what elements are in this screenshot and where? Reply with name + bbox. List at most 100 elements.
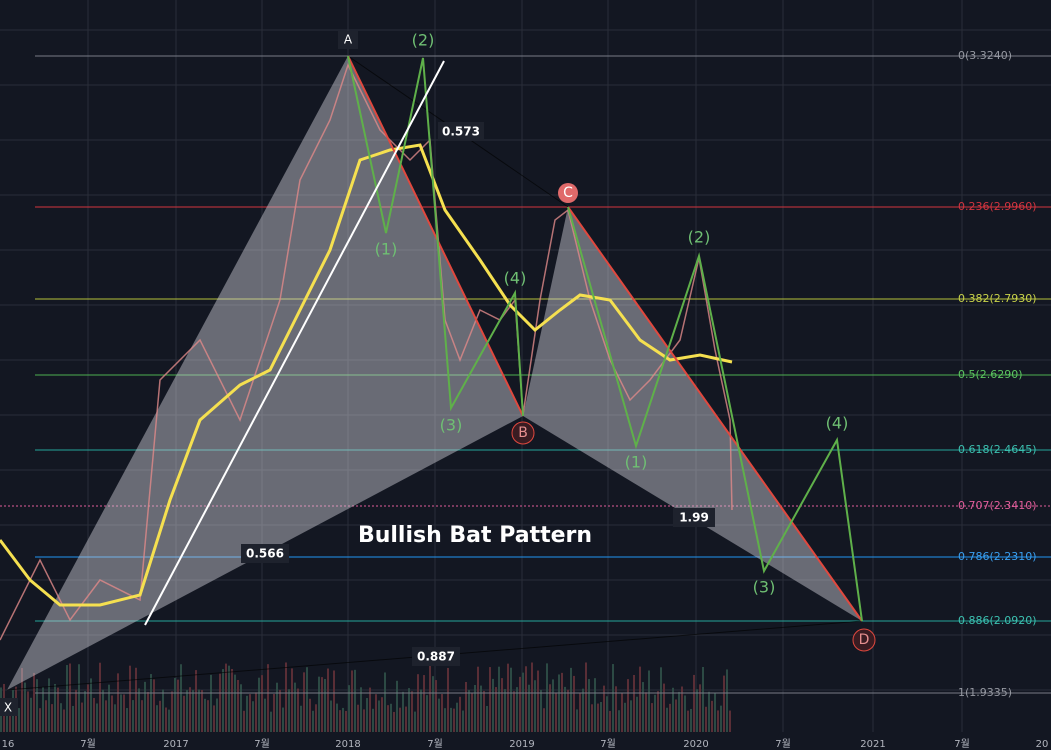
volume-bar — [417, 674, 419, 732]
volume-bar — [339, 710, 341, 732]
volume-bar — [630, 700, 632, 732]
volume-bar — [225, 663, 227, 732]
volume-bar — [159, 700, 161, 732]
volume-bar — [561, 672, 563, 732]
volume-bar — [534, 680, 536, 732]
volume-bar — [213, 705, 215, 732]
trend-line — [144, 60, 445, 626]
volume-bar — [420, 689, 422, 732]
volume-bar — [267, 664, 269, 732]
point-circle — [558, 183, 578, 203]
volume-bar — [579, 693, 581, 732]
volume-bar — [549, 684, 551, 732]
volume-bar — [87, 684, 89, 732]
volume-bar — [540, 689, 542, 732]
x-label: 2019 — [509, 739, 534, 750]
volume-bar — [75, 689, 77, 732]
ab-leg — [347, 55, 524, 417]
fib-label: 0.786(2.2310) — [958, 550, 1037, 563]
point-box — [0, 698, 18, 716]
ratio-label: 1.99 — [679, 511, 709, 525]
volume-bar — [705, 706, 707, 732]
x-label: 20 — [1036, 739, 1049, 750]
volume-bar — [78, 664, 80, 732]
x-label: 7월 — [775, 738, 791, 750]
grid — [0, 0, 1051, 732]
pattern-title: Bullish Bat Pattern — [358, 523, 592, 548]
volume-bar — [525, 666, 527, 732]
volume-bar — [519, 676, 521, 732]
volume-bar — [249, 694, 251, 732]
volume-bar — [591, 704, 593, 732]
volume-bar — [468, 690, 470, 732]
volume-bar — [210, 674, 212, 732]
volume-bar — [492, 678, 494, 732]
volume-bar — [336, 703, 338, 732]
x-axis: 16 7월 2017 7월 2018 7월 2019 7월 2020 7월 20… — [2, 738, 1049, 750]
volume-bar — [84, 691, 86, 732]
cd-leg — [567, 206, 863, 622]
volume-bar — [528, 684, 530, 732]
volume-bar — [726, 669, 728, 732]
volume-bar — [690, 708, 692, 732]
volume-bar — [369, 687, 371, 732]
wave-label: (2) — [412, 31, 435, 50]
volume-bar — [642, 682, 644, 732]
volume-bar — [81, 702, 83, 732]
volume-bar — [216, 698, 218, 732]
volume-bar — [309, 698, 311, 732]
volume-bar — [51, 704, 53, 732]
volume-bar — [165, 707, 167, 732]
volume-bar — [414, 711, 416, 732]
volume-bar — [717, 710, 719, 732]
point-circle — [852, 628, 876, 652]
volume-bar — [486, 705, 488, 732]
volume-bar — [450, 707, 452, 732]
volume-bar — [297, 688, 299, 732]
volume-bar — [564, 686, 566, 732]
volume-bar — [90, 678, 92, 732]
volume-bar — [474, 685, 476, 732]
volume-bar — [174, 677, 176, 732]
volume-bar — [318, 676, 320, 732]
volume-bar — [444, 708, 446, 732]
x-label: 16 — [2, 739, 15, 750]
x-label: 2018 — [335, 739, 360, 750]
volume-bar — [102, 689, 104, 732]
volume-bar — [33, 672, 35, 732]
volume-bar — [645, 692, 647, 732]
point-label: X — [4, 701, 12, 715]
volume-bar — [129, 665, 131, 732]
volume-bar — [189, 687, 191, 732]
volume-bar — [141, 700, 143, 732]
fib-label: 0.236(2.9960) — [958, 200, 1037, 213]
volume-bar — [348, 685, 350, 732]
fib-label: 0(3.3240) — [958, 49, 1012, 62]
volume-bar — [720, 705, 722, 732]
volume-bar — [126, 708, 128, 732]
volume-bar — [672, 687, 674, 732]
volume-bar — [462, 710, 464, 732]
volume-bar — [153, 679, 155, 732]
volume-bar — [429, 665, 431, 732]
volume-bar — [21, 668, 23, 732]
volume-bar — [447, 667, 449, 732]
volume-bar — [459, 696, 461, 732]
volume-bar — [132, 700, 134, 732]
volume-bar — [399, 707, 401, 732]
volume-bar — [516, 687, 518, 732]
volume-bar — [120, 694, 122, 732]
volume-bar — [243, 710, 245, 732]
volume-bar — [453, 708, 455, 732]
volume-bar — [654, 694, 656, 732]
volume-bar — [438, 698, 440, 732]
volume-bar — [723, 675, 725, 732]
x-label: 2021 — [860, 739, 885, 750]
volume-bar — [615, 686, 617, 732]
volume-bar — [48, 678, 50, 732]
volume-bar — [684, 695, 686, 732]
volume-bar — [171, 691, 173, 732]
volume-bar — [693, 674, 695, 732]
volume-bar — [699, 684, 701, 732]
volume-bar — [306, 667, 308, 732]
